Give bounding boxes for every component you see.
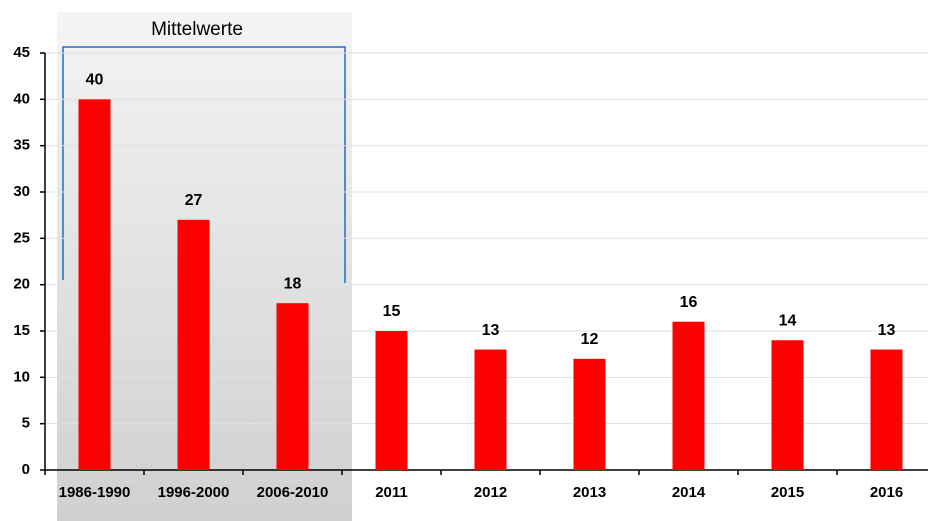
bar [375, 331, 408, 470]
x-tick-label: 2016 [870, 484, 903, 501]
y-tick-label: 30 [13, 183, 30, 200]
value-label: 12 [581, 331, 599, 348]
x-tick-label: 2012 [474, 484, 507, 501]
bar [474, 349, 507, 470]
value-label: 16 [680, 294, 698, 311]
x-tick-label: 2014 [672, 484, 706, 501]
annotation: Mittelwerte [151, 19, 243, 40]
x-tick-label: 2013 [573, 484, 606, 501]
value-label: 18 [284, 275, 302, 292]
x-tick-label: 2015 [771, 484, 804, 501]
value-label: 13 [482, 322, 500, 339]
x-tick-label: 2006-2010 [257, 484, 329, 501]
x-tick-label: 1996-2000 [158, 484, 230, 501]
y-tick-label: 5 [22, 415, 30, 432]
bar [78, 99, 111, 470]
value-label: 40 [86, 72, 104, 89]
y-tick-label: 40 [13, 90, 30, 107]
y-tick-label: 35 [13, 137, 30, 154]
y-tick-label: 10 [13, 368, 30, 385]
bar [870, 349, 903, 470]
value-label: 15 [383, 303, 401, 320]
bar [771, 340, 804, 470]
x-tick-label: 1986-1990 [59, 484, 131, 501]
bar [276, 303, 309, 470]
y-tick-label: 0 [22, 461, 30, 478]
value-label: 27 [185, 192, 203, 209]
bar [672, 321, 705, 470]
y-tick-label: 45 [13, 44, 30, 61]
y-tick-label: 25 [13, 229, 30, 246]
bar [177, 219, 210, 470]
y-tick-label: 20 [13, 276, 30, 293]
value-label: 14 [779, 312, 797, 329]
value-label: 13 [878, 322, 896, 339]
x-tick-label: 2011 [375, 484, 408, 501]
y-tick-label: 15 [13, 322, 30, 339]
bar [573, 358, 606, 470]
bracket [62, 46, 346, 283]
